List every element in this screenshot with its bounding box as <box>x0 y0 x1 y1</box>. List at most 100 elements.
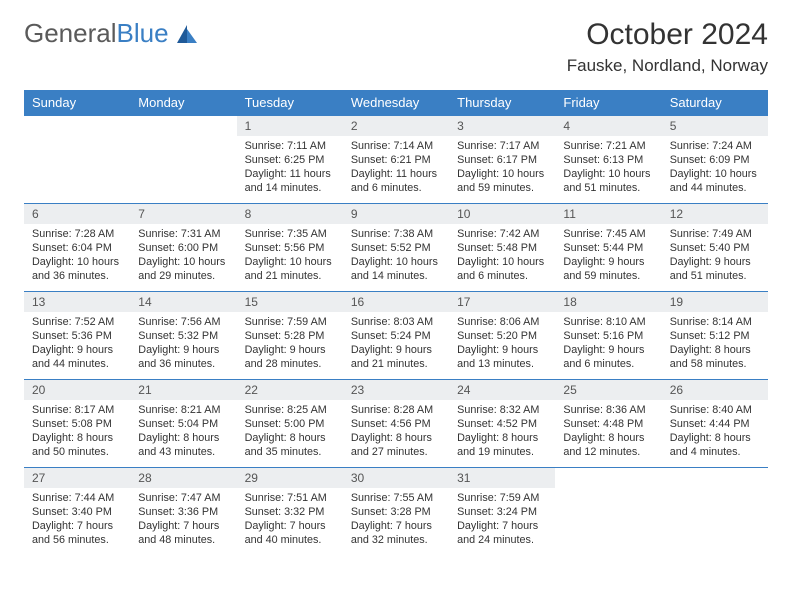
calendar-cell: 19Sunrise: 8:14 AMSunset: 5:12 PMDayligh… <box>662 292 768 380</box>
sunrise-text: Sunrise: 7:44 AM <box>32 491 122 505</box>
calendar-cell: 4Sunrise: 7:21 AMSunset: 6:13 PMDaylight… <box>555 116 661 204</box>
daylight-text: Daylight: 9 hours and 59 minutes. <box>563 255 653 283</box>
sunset-text: Sunset: 6:09 PM <box>670 153 760 167</box>
day-number: 14 <box>130 292 236 312</box>
sunrise-text: Sunrise: 7:14 AM <box>351 139 441 153</box>
page-header: GeneralBlue October 2024 Fauske, Nordlan… <box>24 18 768 76</box>
sunset-text: Sunset: 4:52 PM <box>457 417 547 431</box>
daylight-text: Daylight: 10 hours and 14 minutes. <box>351 255 441 283</box>
calendar-cell: 25Sunrise: 8:36 AMSunset: 4:48 PMDayligh… <box>555 380 661 468</box>
daylight-text: Daylight: 9 hours and 44 minutes. <box>32 343 122 371</box>
calendar-week-row: 20Sunrise: 8:17 AMSunset: 5:08 PMDayligh… <box>24 380 768 468</box>
day-body: Sunrise: 8:28 AMSunset: 4:56 PMDaylight:… <box>343 400 449 465</box>
weekday-header: Saturday <box>662 90 768 116</box>
sunrise-text: Sunrise: 7:51 AM <box>245 491 335 505</box>
day-body: Sunrise: 8:10 AMSunset: 5:16 PMDaylight:… <box>555 312 661 377</box>
calendar-week-row: 1Sunrise: 7:11 AMSunset: 6:25 PMDaylight… <box>24 116 768 204</box>
daylight-text: Daylight: 7 hours and 32 minutes. <box>351 519 441 547</box>
day-number: 25 <box>555 380 661 400</box>
day-body: Sunrise: 8:36 AMSunset: 4:48 PMDaylight:… <box>555 400 661 465</box>
location: Fauske, Nordland, Norway <box>567 56 768 76</box>
daylight-text: Daylight: 8 hours and 4 minutes. <box>670 431 760 459</box>
day-number: 26 <box>662 380 768 400</box>
sunrise-text: Sunrise: 8:36 AM <box>563 403 653 417</box>
calendar-cell: 31Sunrise: 7:59 AMSunset: 3:24 PMDayligh… <box>449 468 555 556</box>
sunset-text: Sunset: 5:04 PM <box>138 417 228 431</box>
day-body: Sunrise: 7:56 AMSunset: 5:32 PMDaylight:… <box>130 312 236 377</box>
sunrise-text: Sunrise: 8:40 AM <box>670 403 760 417</box>
day-body: Sunrise: 8:14 AMSunset: 5:12 PMDaylight:… <box>662 312 768 377</box>
calendar-cell: 14Sunrise: 7:56 AMSunset: 5:32 PMDayligh… <box>130 292 236 380</box>
day-number: 28 <box>130 468 236 488</box>
calendar-cell: 20Sunrise: 8:17 AMSunset: 5:08 PMDayligh… <box>24 380 130 468</box>
calendar-cell <box>24 116 130 204</box>
calendar-cell: 15Sunrise: 7:59 AMSunset: 5:28 PMDayligh… <box>237 292 343 380</box>
daylight-text: Daylight: 8 hours and 12 minutes. <box>563 431 653 459</box>
month-title: October 2024 <box>567 18 768 52</box>
day-body: Sunrise: 8:40 AMSunset: 4:44 PMDaylight:… <box>662 400 768 465</box>
day-number: 8 <box>237 204 343 224</box>
daylight-text: Daylight: 8 hours and 35 minutes. <box>245 431 335 459</box>
sunrise-text: Sunrise: 8:17 AM <box>32 403 122 417</box>
daylight-text: Daylight: 10 hours and 44 minutes. <box>670 167 760 195</box>
sunset-text: Sunset: 5:36 PM <box>32 329 122 343</box>
sunrise-text: Sunrise: 8:14 AM <box>670 315 760 329</box>
sunset-text: Sunset: 4:48 PM <box>563 417 653 431</box>
calendar-cell <box>662 468 768 556</box>
daylight-text: Daylight: 10 hours and 29 minutes. <box>138 255 228 283</box>
sunrise-text: Sunrise: 8:32 AM <box>457 403 547 417</box>
day-number: 18 <box>555 292 661 312</box>
calendar-body: 1Sunrise: 7:11 AMSunset: 6:25 PMDaylight… <box>24 116 768 556</box>
daylight-text: Daylight: 11 hours and 14 minutes. <box>245 167 335 195</box>
day-number: 3 <box>449 116 555 136</box>
weekday-header: Monday <box>130 90 236 116</box>
sunset-text: Sunset: 5:56 PM <box>245 241 335 255</box>
sunrise-text: Sunrise: 7:47 AM <box>138 491 228 505</box>
day-body: Sunrise: 8:03 AMSunset: 5:24 PMDaylight:… <box>343 312 449 377</box>
day-number: 7 <box>130 204 236 224</box>
sunset-text: Sunset: 6:25 PM <box>245 153 335 167</box>
weekday-header: Friday <box>555 90 661 116</box>
weekday-row: SundayMondayTuesdayWednesdayThursdayFrid… <box>24 90 768 116</box>
daylight-text: Daylight: 7 hours and 48 minutes. <box>138 519 228 547</box>
calendar-table: SundayMondayTuesdayWednesdayThursdayFrid… <box>24 90 768 556</box>
day-number: 12 <box>662 204 768 224</box>
calendar-cell <box>555 468 661 556</box>
sunrise-text: Sunrise: 7:59 AM <box>457 491 547 505</box>
daylight-text: Daylight: 10 hours and 6 minutes. <box>457 255 547 283</box>
day-number: 22 <box>237 380 343 400</box>
sunset-text: Sunset: 3:36 PM <box>138 505 228 519</box>
day-body: Sunrise: 7:45 AMSunset: 5:44 PMDaylight:… <box>555 224 661 289</box>
day-body: Sunrise: 7:38 AMSunset: 5:52 PMDaylight:… <box>343 224 449 289</box>
day-body: Sunrise: 7:49 AMSunset: 5:40 PMDaylight:… <box>662 224 768 289</box>
day-body: Sunrise: 7:24 AMSunset: 6:09 PMDaylight:… <box>662 136 768 201</box>
sunset-text: Sunset: 5:00 PM <box>245 417 335 431</box>
day-body: Sunrise: 7:42 AMSunset: 5:48 PMDaylight:… <box>449 224 555 289</box>
sunrise-text: Sunrise: 7:21 AM <box>563 139 653 153</box>
calendar-cell: 26Sunrise: 8:40 AMSunset: 4:44 PMDayligh… <box>662 380 768 468</box>
sunset-text: Sunset: 6:21 PM <box>351 153 441 167</box>
sunrise-text: Sunrise: 8:25 AM <box>245 403 335 417</box>
day-body: Sunrise: 7:11 AMSunset: 6:25 PMDaylight:… <box>237 136 343 201</box>
daylight-text: Daylight: 9 hours and 21 minutes. <box>351 343 441 371</box>
daylight-text: Daylight: 10 hours and 51 minutes. <box>563 167 653 195</box>
day-body: Sunrise: 7:47 AMSunset: 3:36 PMDaylight:… <box>130 488 236 553</box>
sunset-text: Sunset: 6:04 PM <box>32 241 122 255</box>
calendar-cell: 9Sunrise: 7:38 AMSunset: 5:52 PMDaylight… <box>343 204 449 292</box>
sunset-text: Sunset: 5:24 PM <box>351 329 441 343</box>
calendar-week-row: 27Sunrise: 7:44 AMSunset: 3:40 PMDayligh… <box>24 468 768 556</box>
daylight-text: Daylight: 8 hours and 43 minutes. <box>138 431 228 459</box>
calendar-cell: 22Sunrise: 8:25 AMSunset: 5:00 PMDayligh… <box>237 380 343 468</box>
day-body: Sunrise: 8:25 AMSunset: 5:00 PMDaylight:… <box>237 400 343 465</box>
calendar-cell: 8Sunrise: 7:35 AMSunset: 5:56 PMDaylight… <box>237 204 343 292</box>
daylight-text: Daylight: 9 hours and 6 minutes. <box>563 343 653 371</box>
calendar-cell: 1Sunrise: 7:11 AMSunset: 6:25 PMDaylight… <box>237 116 343 204</box>
daylight-text: Daylight: 10 hours and 59 minutes. <box>457 167 547 195</box>
calendar-cell <box>130 116 236 204</box>
day-number: 6 <box>24 204 130 224</box>
sunset-text: Sunset: 3:40 PM <box>32 505 122 519</box>
day-number: 19 <box>662 292 768 312</box>
calendar-cell: 5Sunrise: 7:24 AMSunset: 6:09 PMDaylight… <box>662 116 768 204</box>
calendar-cell: 12Sunrise: 7:49 AMSunset: 5:40 PMDayligh… <box>662 204 768 292</box>
sunrise-text: Sunrise: 7:42 AM <box>457 227 547 241</box>
